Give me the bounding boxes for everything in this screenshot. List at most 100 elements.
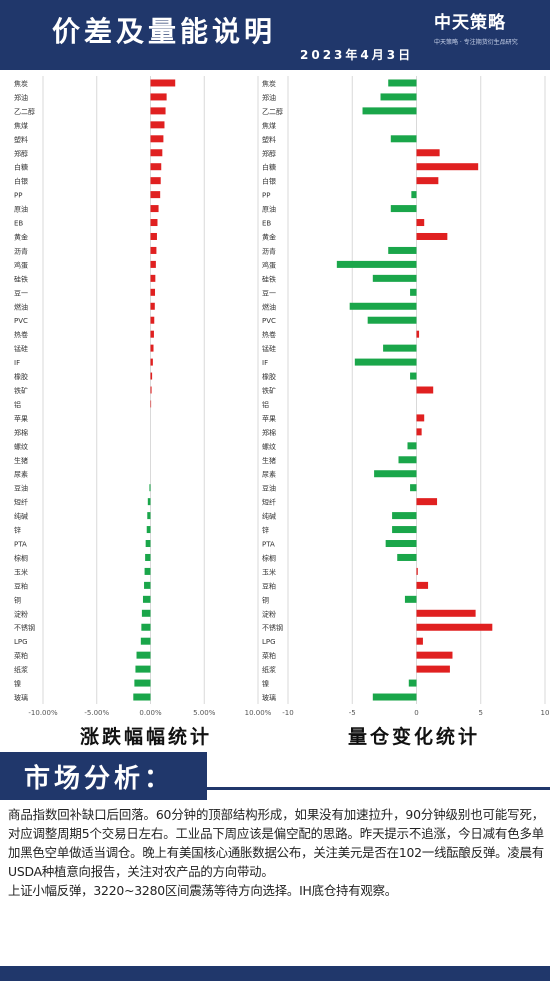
right-bar <box>372 693 417 701</box>
right-category-label: 淀粉 <box>262 609 276 618</box>
right-bar <box>416 149 440 157</box>
right-bar <box>336 260 417 268</box>
left-bar <box>150 288 156 296</box>
market-title-block: 市场分析： <box>0 752 207 800</box>
right-bar <box>388 246 417 254</box>
right-bar <box>416 665 450 673</box>
right-category-label: LPG <box>262 638 276 646</box>
left-category-label: 郑醇 <box>14 149 28 158</box>
left-category-label: 豆油 <box>14 484 28 493</box>
left-bar <box>150 386 152 394</box>
page-title: 价差及量能说明 <box>52 15 277 48</box>
right-bar <box>392 512 417 520</box>
right-category-label: 塑料 <box>262 135 276 144</box>
right-bar <box>390 135 417 143</box>
left-category-label: 黄金 <box>14 232 28 241</box>
right-category-label: PP <box>262 192 270 200</box>
right-bar <box>392 526 417 534</box>
left-category-label: 豆粕 <box>14 581 28 590</box>
left-bar <box>150 344 154 352</box>
left-bar <box>150 93 167 101</box>
right-bar <box>411 191 417 199</box>
left-category-label: 白糖 <box>14 163 28 172</box>
market-divider <box>207 787 550 790</box>
left-category-label: 沥青 <box>14 246 28 255</box>
left-category-label: 燃油 <box>14 302 28 311</box>
left-bar <box>150 246 157 254</box>
left-category-label: 尿素 <box>14 470 28 479</box>
right-bar <box>416 623 493 631</box>
right-tick-label: 5 <box>479 709 483 717</box>
right-category-label: IF <box>262 359 268 367</box>
left-tick-label: 5.00% <box>193 709 216 717</box>
left-category-label: 焦煤 <box>14 121 28 130</box>
left-bar <box>150 274 156 282</box>
left-bar <box>144 581 151 589</box>
right-category-label: PVC <box>262 317 276 325</box>
right-category-label: 铁矿 <box>262 386 276 395</box>
left-bar <box>150 205 159 213</box>
market-title: 市场分析： <box>24 764 175 794</box>
right-category-label: 苹果 <box>262 414 276 423</box>
left-bar <box>150 107 166 115</box>
right-tick-label: -5 <box>349 709 356 717</box>
left-category-label: 原油 <box>14 205 28 214</box>
left-category-label: 焦炭 <box>14 79 28 88</box>
left-category-label: 菜粕 <box>14 651 28 660</box>
right-bar <box>362 107 417 115</box>
left-bar <box>145 553 151 561</box>
right-bar <box>410 288 417 296</box>
left-category-label: 白银 <box>14 177 28 186</box>
market-section-header: 市场分析： <box>0 752 550 800</box>
right-bar <box>416 219 425 227</box>
right-category-label: 热卷 <box>262 330 276 339</box>
right-category-label: PTA <box>262 541 275 549</box>
left-category-label: EB <box>14 220 23 228</box>
right-category-label: 白糖 <box>262 163 276 172</box>
right-bar <box>416 414 425 422</box>
right-bar <box>410 372 417 380</box>
right-bar <box>383 344 417 352</box>
left-bar <box>150 316 155 324</box>
right-category-label: 郑醇 <box>262 149 276 158</box>
left-bar <box>133 693 151 701</box>
right-chart-caption: 量仓变化统计 <box>348 726 481 748</box>
right-category-label: 郑棉 <box>262 428 276 437</box>
left-bar <box>150 163 162 171</box>
right-tick-label: -10 <box>282 709 293 717</box>
left-bar <box>142 595 151 603</box>
right-category-label: 白银 <box>262 177 276 186</box>
left-tick-label: -10.00% <box>28 709 58 717</box>
left-bar <box>150 330 154 338</box>
left-tick-label: 10.00% <box>245 709 272 717</box>
left-bar <box>140 637 151 645</box>
left-category-label: 乙二醇 <box>14 107 35 116</box>
left-category-label: 生猪 <box>14 456 28 465</box>
left-chart-caption: 涨跌幅幅统计 <box>80 726 213 748</box>
right-bar <box>416 428 422 436</box>
right-bar <box>388 79 417 87</box>
right-category-label: 铝 <box>262 400 269 409</box>
right-bar <box>416 637 423 645</box>
left-category-label: 郑棉 <box>14 428 28 437</box>
left-category-label: LPG <box>14 638 28 646</box>
right-bar <box>349 302 417 310</box>
right-bar <box>416 498 438 506</box>
left-bar <box>150 372 153 380</box>
right-category-label: 豆油 <box>262 484 276 493</box>
left-category-label: 镍 <box>14 679 21 688</box>
left-category-label: 锰硅 <box>14 344 28 353</box>
right-category-label: 镍 <box>262 679 269 688</box>
right-category-label: 郑油 <box>262 93 276 102</box>
right-category-label: 橡胶 <box>262 372 276 381</box>
left-bar <box>149 484 151 492</box>
right-category-label: 短纤 <box>262 498 276 507</box>
logo-subtext: 中天策略 · 专注期货衍生品研究 <box>434 39 518 46</box>
right-bar <box>372 274 417 282</box>
left-bar <box>141 623 151 631</box>
right-bar <box>385 540 417 548</box>
right-tick-label: 10 <box>541 709 550 717</box>
right-bar <box>354 358 417 366</box>
right-category-label: 棕榈 <box>262 553 276 562</box>
left-category-label: 玻璃 <box>14 693 28 702</box>
